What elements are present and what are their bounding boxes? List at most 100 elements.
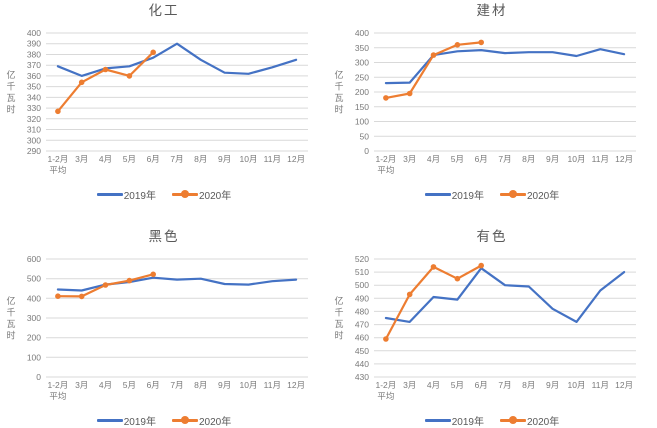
series-marker [78,79,85,86]
y-tick-label: 470 [355,320,369,330]
y-tick-label: 510 [355,267,369,277]
x-tick-label: 3月 [403,380,416,390]
series-line-0 [384,267,626,324]
y-axis-title-char: 时 [6,329,15,340]
chart-card-ferrous: 黑色 0 100 200 300 400 500 600 亿千瓦时 1-2月 平均 3月 4月 5月 6月… [0,214,328,428]
x-tick-label: 12月 [615,154,633,164]
series-marker [430,264,437,270]
x-tick-label: 4月 [99,380,112,390]
series-marker [406,90,413,97]
y-tick-label: 380 [27,50,41,60]
legend-line-2019-icon [424,192,451,196]
x-tick-label: 11月 [264,380,281,390]
series-marker [102,66,109,73]
y-tick-label: 360 [27,71,41,81]
series-line-0 [384,48,626,85]
y-tick-label: 460 [355,333,369,343]
series-marker [454,42,461,48]
x-tick-label: 8月 [522,380,535,390]
chart-title-chemicals: 化工 [148,3,180,18]
x-tick-label: 8月 [194,380,207,390]
x-tick-label: 1-2月 [48,154,69,164]
legend-label-2019: 2019年 [451,416,484,428]
y-tick-label: 490 [355,293,369,303]
x-tick-label: 3月 [403,154,416,164]
y-axis-title-char: 瓦 [6,319,15,329]
legend-line-2019-icon [96,192,123,196]
legend-line-2019-icon [96,418,123,422]
legend-label-2020: 2020年 [199,190,232,202]
x-tick-label: 7月 [498,380,511,390]
series-marker [150,271,156,278]
legend-item-2019: 2019年 [96,413,156,428]
x-tick-label: 9月 [218,154,231,164]
x-tick-label: 8月 [522,154,535,164]
chart-title-building-materials: 建材 [476,3,508,18]
chart-card-nonferrous: 有色 430 440 450 460 470 480 490 500 510 520 亿千瓦时 1-2… [328,214,656,428]
legend-item-2020: 2020年 [500,413,559,428]
x-tick-label: 3月 [75,380,88,390]
x-tick-label: 12月 [287,154,305,164]
y-tick-label: 310 [27,125,41,135]
chart-legend: 2019年 2020年 [0,413,328,428]
y-tick-label: 300 [27,135,41,145]
y-axis-title-char: 瓦 [6,93,15,103]
y-axis-title-char: 亿 [334,69,343,80]
y-tick-label: 290 [27,146,41,156]
series-marker [454,275,461,282]
legend-label-2019: 2019年 [451,190,484,202]
chart-card-chemicals: 化工 290 300 310 320 330 340 350 360 370 380 390 400 亿… [0,0,328,214]
x-tick-label: 平均 [377,391,394,400]
y-tick-label: 450 [355,346,369,356]
x-tick-label: 1-2月 [376,380,397,390]
y-tick-label: 350 [355,43,369,53]
legend-line-2020-icon [172,416,198,424]
y-tick-label: 200 [27,333,41,343]
series-marker [55,108,61,115]
y-tick-label: 300 [355,58,369,68]
legend-item-2020: 2020年 [172,187,231,202]
series-marker [478,39,484,46]
y-tick-label: 430 [355,372,369,382]
x-tick-label: 12月 [615,380,633,390]
x-tick-label: 6月 [475,154,488,164]
series-marker [478,262,484,269]
y-axis-title-char: 亿 [6,295,15,306]
series-marker [383,95,389,101]
x-tick-label: 4月 [427,380,440,390]
legend-item-2019: 2019年 [424,187,484,202]
x-tick-label: 5月 [451,154,464,164]
x-tick-label: 9月 [546,380,559,390]
y-axis-title-char: 时 [6,103,15,114]
series-marker [102,282,109,288]
chart-title-ferrous: 黑色 [148,229,180,244]
x-tick-label: 7月 [170,380,183,390]
y-axis-title-char: 亿 [6,69,15,80]
y-tick-label: 100 [355,117,369,127]
y-axis-title-char: 时 [334,329,343,340]
x-tick-label: 12月 [287,380,305,390]
x-tick-label: 6月 [147,380,160,390]
y-tick-label: 100 [27,352,41,362]
x-tick-label: 11月 [264,154,281,164]
y-tick-label: 340 [27,92,41,102]
legend-item-2019: 2019年 [424,413,484,428]
y-tick-label: 300 [27,313,41,323]
y-tick-label: 500 [355,280,369,290]
y-tick-label: 250 [355,72,369,82]
series-marker [406,291,413,298]
y-tick-label: 350 [27,82,41,92]
y-tick-label: 480 [355,306,369,316]
x-tick-label: 平均 [49,391,66,400]
x-tick-label: 6月 [475,380,488,390]
series-line-0 [56,42,298,78]
y-tick-label: 390 [27,39,41,49]
x-tick-label: 平均 [49,165,66,174]
chart-legend: 2019年 2020年 [0,187,328,202]
y-axis-title-char: 千 [334,307,343,317]
y-tick-label: 0 [36,372,41,382]
legend-item-2019: 2019年 [96,187,156,202]
